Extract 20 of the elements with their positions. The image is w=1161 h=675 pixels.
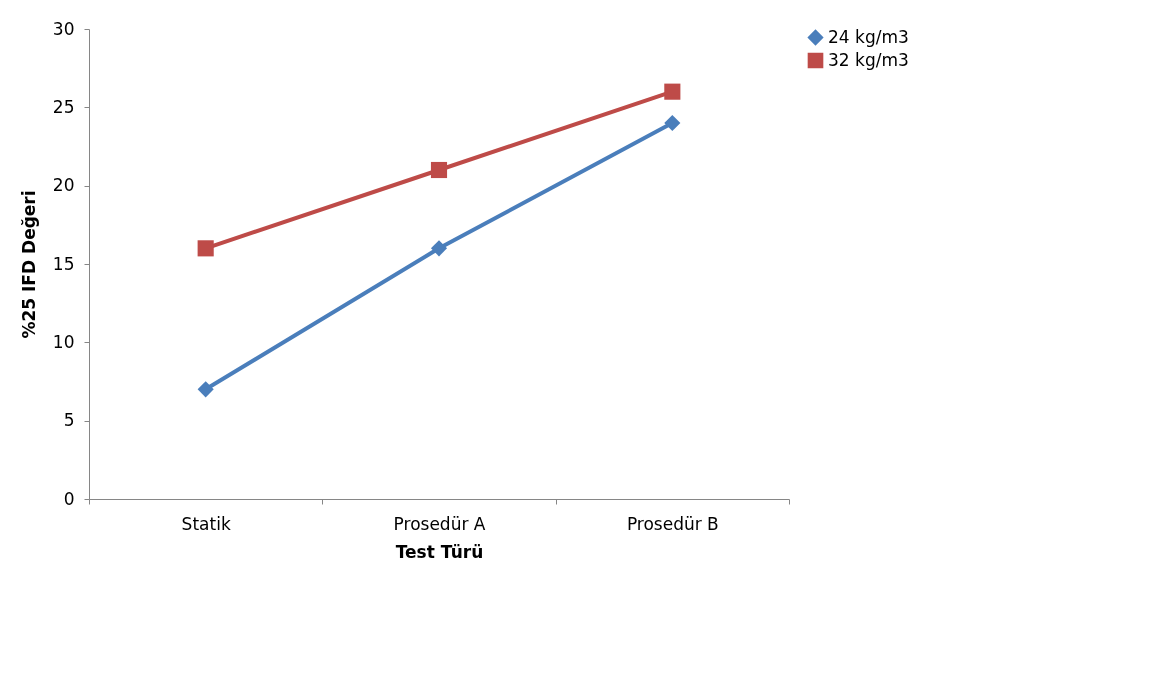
x-tick-label: Prosedür B [626,513,719,534]
point [197,240,214,257]
y-tick-label: 10 [52,331,75,352]
y-tick-label: 0 [63,488,75,509]
point [197,381,214,398]
legend-label: 24 kg/m3 [828,26,909,47]
y-tick-label: 30 [52,18,75,39]
point [430,240,448,257]
point [430,161,448,179]
y-axis-title: %25 IFD Değeri [18,190,39,339]
point [664,83,681,100]
x-tick-label: Prosedür A [393,513,486,534]
y-tick-label: 20 [52,175,75,196]
point [664,114,681,132]
x-axis-title: Test Türü [395,541,484,562]
y-tick-label: 25 [52,96,75,117]
y-tick-label: 5 [63,410,75,431]
x-tick-label: Statik [181,513,231,534]
y-tick-label: 15 [52,253,75,274]
legend-label: 32 kg/m3 [828,49,909,70]
